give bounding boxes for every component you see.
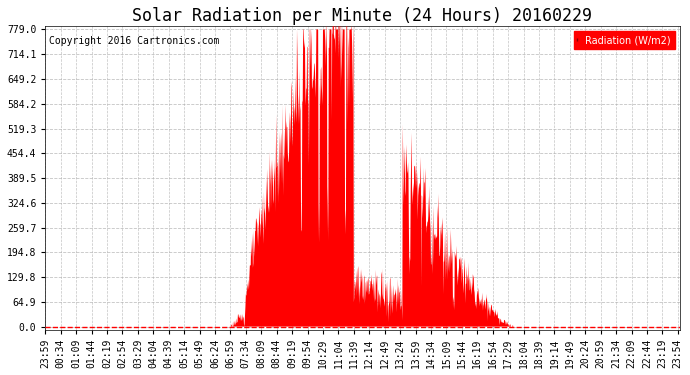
Title: Solar Radiation per Minute (24 Hours) 20160229: Solar Radiation per Minute (24 Hours) 20… xyxy=(132,7,593,25)
Text: Copyright 2016 Cartronics.com: Copyright 2016 Cartronics.com xyxy=(48,36,219,46)
Legend: Radiation (W/m2): Radiation (W/m2) xyxy=(573,32,675,49)
